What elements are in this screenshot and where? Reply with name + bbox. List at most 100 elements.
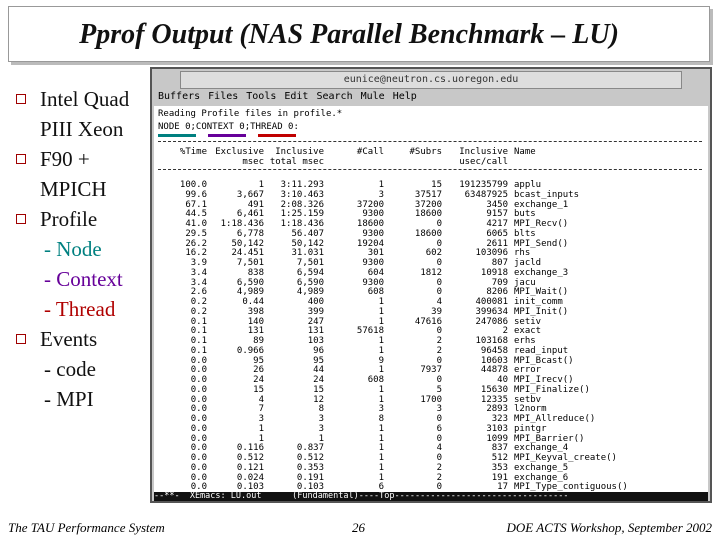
table-cell: MPI_Type_contiguous() (514, 482, 628, 492)
table-cell: 709 (491, 277, 508, 288)
column-header: usec/call (459, 157, 508, 167)
table-cell: l2norm (514, 404, 547, 415)
table-cell: 837 (491, 443, 508, 454)
table-cell: 3:11.293 (280, 180, 324, 190)
table-cell: 56.407 (291, 228, 324, 239)
table-cell: 608 (367, 375, 384, 385)
menu-bar: Buffers Files Tools Edit Search Mule Help (154, 90, 708, 104)
table-cell: 4,989 (296, 287, 324, 298)
table-cell: 39 (431, 306, 442, 317)
table-cell: 26.2 (185, 238, 207, 249)
table-cell: 63487925 (464, 189, 508, 200)
table-cell: 4 (436, 443, 442, 454)
table-cell: 0.44 (242, 297, 264, 307)
table-cell: 247 (307, 316, 324, 327)
table-cell: 7,501 (236, 258, 264, 268)
table-cell: 0.2 (190, 297, 207, 307)
table-cell: 491 (247, 199, 264, 210)
footer-left: The TAU Performance System (8, 520, 165, 535)
table-cell: 96 (313, 345, 324, 356)
table-cell: 1 (258, 423, 264, 434)
table-cell: 15 (253, 384, 264, 395)
sub-item: - code (44, 357, 96, 381)
table-cell: MPI_Irecv() (514, 375, 574, 385)
slide-title: Pprof Output (NAS Parallel Benchmark – L… (79, 19, 619, 50)
table-cell: exchange_5 (514, 462, 569, 473)
table-cell: exchange_3 (514, 267, 569, 278)
footer-right: DOE ACTS Workshop, September 2002 (506, 520, 712, 535)
table-cell: 24 (253, 375, 264, 385)
table-cell: 2 (436, 345, 442, 356)
table-cell: 191235799 (459, 180, 508, 190)
table-cell: 0.191 (296, 472, 324, 483)
table-cell: 247086 (475, 316, 508, 327)
table-cell: 3 (318, 414, 324, 424)
table-cell: 0.512 (236, 453, 264, 463)
table-cell: setbv (514, 394, 542, 405)
table-cell: MPI_Keyval_create() (514, 453, 617, 463)
table-cell: 15 (431, 180, 442, 190)
table-cell: 18600 (356, 219, 384, 229)
table-cell: 0 (436, 219, 442, 229)
table-cell: 3,667 (236, 189, 264, 200)
bullet-item: Intel Quad PIII Xeon (14, 84, 146, 144)
table-cell: 18600 (414, 228, 442, 239)
table-cell: 0.0 (190, 482, 207, 492)
table-cell: 1 (258, 433, 264, 444)
table-cell: 24 (313, 375, 324, 385)
table-cell: 400081 (475, 297, 508, 307)
table-cell: 2 (502, 326, 508, 337)
table-cell: 3103 (486, 423, 508, 434)
table-cell: 512 (491, 453, 508, 463)
xemacs-window: eunice@neutron.cs.uoregon.edu Buffers Fil… (150, 67, 712, 503)
table-cell: jacu (514, 277, 536, 288)
menu-item: Buffers (158, 91, 201, 102)
table-cell: 0.0 (190, 433, 207, 444)
table-cell: 807 (491, 258, 508, 268)
table-cell: 1:18.436 (280, 219, 324, 229)
table-cell: 0.2 (190, 306, 207, 317)
bullet-marker (16, 214, 26, 224)
table-cell: 0.0 (190, 365, 207, 376)
table-cell: 4217 (486, 219, 508, 229)
table-cell: 1 (378, 297, 384, 307)
table-cell: 96458 (480, 345, 508, 356)
table-cell: 323 (491, 414, 508, 424)
table-cell: 1 (378, 336, 384, 346)
table-cell: erhs (514, 336, 536, 346)
table-cell: 0 (436, 453, 442, 463)
sub-item: - Node (44, 237, 102, 261)
table-cell: 2 (436, 462, 442, 473)
table-cell: 0.0 (190, 472, 207, 483)
table-cell: 9300 (362, 228, 384, 239)
table-cell: 3 (436, 404, 442, 415)
table-cell: 2.6 (190, 287, 207, 298)
sub-item: - MPI (44, 387, 94, 411)
table-cell: 0.1 (190, 345, 207, 356)
table-cell: MPI_Finalize() (514, 384, 590, 395)
column-header: Inclusive (459, 147, 508, 157)
table-cell: 6 (378, 482, 384, 492)
table-cell: rhs (514, 248, 531, 259)
table-cell: 1 (378, 462, 384, 473)
table-cell: MPI_Init() (514, 306, 569, 317)
table-cell: 50,142 (291, 238, 324, 249)
table-cell: 6065 (486, 228, 508, 239)
table-cell: MPI_Wait() (514, 287, 569, 298)
table-cell: 103096 (475, 248, 508, 259)
table-cell: 1 (378, 394, 384, 405)
table-cell: 6,778 (236, 228, 264, 239)
table-cell: 1 (378, 180, 384, 190)
table-cell: 0.121 (236, 462, 264, 473)
table-cell: 0.0 (190, 462, 207, 473)
table-cell: 103 (307, 336, 324, 346)
table-cell: 131 (307, 326, 324, 337)
table-cell: 6,594 (296, 267, 324, 278)
table-cell: setiv (514, 316, 542, 327)
column-header: #Subrs (409, 147, 442, 157)
table-cell: 3.4 (190, 277, 207, 288)
bullet-marker (16, 94, 26, 104)
bullet-item: F90 + MPICH (14, 144, 146, 204)
table-cell: 10918 (480, 267, 508, 278)
table-cell: 602 (425, 248, 442, 259)
